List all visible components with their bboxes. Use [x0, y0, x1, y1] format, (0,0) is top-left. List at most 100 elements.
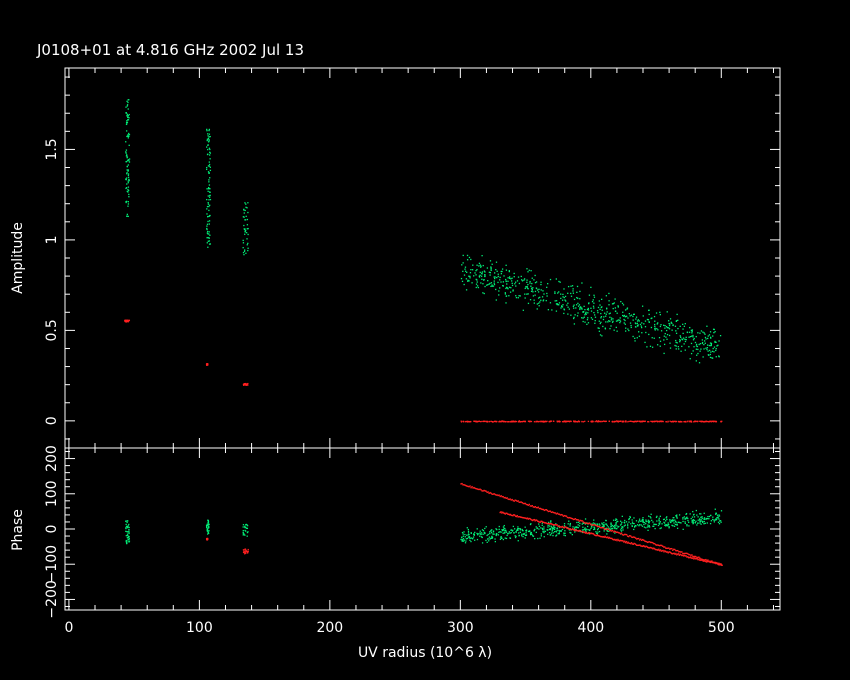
data-point	[704, 342, 706, 344]
data-point	[125, 527, 127, 530]
data-point	[606, 308, 608, 310]
data-point	[537, 537, 539, 540]
data-point	[207, 144, 209, 146]
data-point	[692, 514, 695, 516]
data-point	[468, 537, 471, 539]
data-point	[676, 554, 678, 556]
data-point	[522, 502, 524, 505]
data-point	[541, 508, 544, 511]
data-point	[568, 516, 571, 519]
data-point	[597, 531, 599, 533]
data-point	[671, 520, 673, 523]
data-point	[689, 513, 691, 515]
data-point	[521, 529, 524, 532]
data-point	[628, 312, 630, 315]
data-point	[567, 285, 570, 288]
data-point	[532, 519, 535, 521]
data-point	[696, 345, 699, 348]
data-point	[555, 523, 557, 525]
data-point	[527, 518, 530, 520]
x-tick-label: 0	[64, 620, 73, 636]
data-point	[617, 532, 620, 534]
data-point	[126, 173, 128, 175]
data-point	[246, 551, 248, 553]
data-point	[681, 338, 683, 340]
data-point	[665, 547, 667, 549]
data-point	[600, 535, 603, 538]
data-point	[587, 307, 590, 310]
data-point	[599, 322, 601, 325]
data-point	[243, 533, 245, 536]
data-point	[663, 546, 665, 548]
data-point	[591, 524, 594, 526]
data-point	[679, 339, 681, 342]
data-point	[208, 526, 210, 528]
data-point	[491, 284, 493, 286]
data-point	[566, 516, 569, 519]
data-point	[581, 282, 583, 284]
data-point	[712, 421, 715, 423]
data-point	[620, 530, 623, 532]
data-point	[494, 420, 497, 423]
data-point	[703, 340, 706, 342]
data-point	[660, 330, 663, 332]
data-point	[715, 562, 717, 565]
data-point	[242, 247, 244, 249]
data-point	[630, 542, 632, 545]
data-point	[560, 307, 562, 309]
data-point	[515, 420, 518, 423]
data-point	[700, 523, 702, 525]
data-point	[208, 215, 210, 218]
data-point	[700, 330, 703, 332]
data-point	[682, 528, 684, 531]
data-point	[494, 538, 496, 540]
data-point	[688, 346, 690, 348]
data-point	[699, 332, 701, 334]
data-point	[671, 329, 673, 331]
data-point	[626, 542, 628, 544]
data-point	[606, 536, 609, 538]
data-point	[514, 421, 516, 423]
data-point	[712, 561, 715, 564]
data-point	[206, 523, 208, 525]
data-point	[571, 528, 574, 530]
data-point	[480, 489, 482, 491]
data-point	[127, 176, 130, 178]
data-point	[467, 485, 469, 488]
data-point	[576, 526, 578, 529]
data-point	[624, 540, 626, 542]
data-point	[242, 524, 245, 526]
data-point	[511, 498, 513, 501]
data-point	[584, 522, 587, 524]
data-point	[579, 522, 581, 525]
data-point	[543, 526, 545, 528]
data-point	[689, 556, 692, 559]
data-point	[665, 421, 667, 423]
data-point	[638, 539, 641, 541]
data-point	[243, 550, 245, 552]
data-point	[551, 309, 553, 311]
data-point	[497, 273, 499, 275]
data-point	[695, 557, 698, 560]
data-point	[530, 505, 532, 507]
data-point	[682, 337, 685, 339]
data-point	[572, 288, 574, 290]
data-point	[127, 201, 129, 203]
data-point	[498, 421, 500, 423]
data-point	[562, 304, 564, 306]
data-point	[664, 550, 666, 552]
data-point	[630, 523, 632, 525]
data-point	[600, 535, 602, 538]
data-point	[643, 539, 645, 541]
data-point	[635, 520, 638, 522]
data-point	[656, 548, 658, 551]
data-point	[651, 337, 653, 339]
data-point	[708, 420, 711, 423]
data-point	[485, 526, 487, 528]
data-point	[533, 299, 535, 301]
data-point	[569, 525, 571, 527]
data-point	[701, 521, 704, 524]
data-point	[242, 531, 244, 534]
data-point	[125, 151, 127, 153]
data-point	[467, 280, 469, 282]
